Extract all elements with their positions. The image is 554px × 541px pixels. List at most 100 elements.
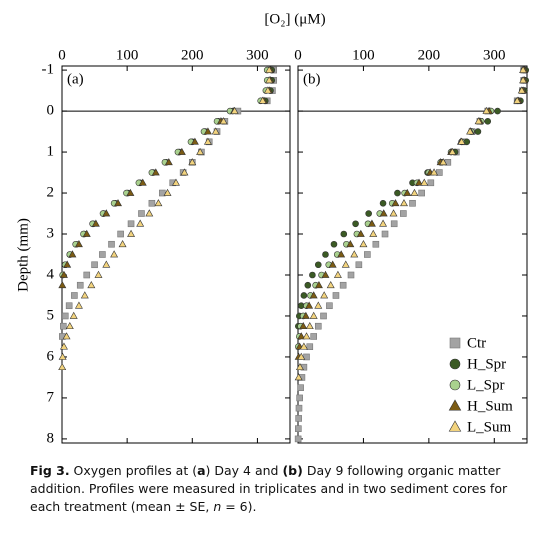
marker-triangle bbox=[80, 291, 89, 299]
marker-triangle bbox=[309, 311, 318, 319]
marker-circle bbox=[300, 292, 308, 299]
marker-triangle bbox=[474, 117, 483, 125]
legend-label: L_Spr bbox=[467, 377, 505, 393]
marker-square bbox=[148, 199, 156, 207]
marker-triangle bbox=[359, 240, 368, 248]
caption-lead: Fig 3. bbox=[30, 463, 70, 478]
marker-square bbox=[326, 302, 333, 310]
marker-circle bbox=[449, 358, 461, 370]
figure: [O₂] (μM) Depth (mm) 0 100 200 300-10123456… bbox=[15, 11, 529, 446]
marker-triangle bbox=[136, 219, 145, 227]
marker-triangle bbox=[430, 168, 439, 176]
marker-triangle bbox=[258, 96, 267, 104]
marker-square bbox=[400, 210, 407, 217]
y-tick-label: 3 bbox=[47, 225, 55, 241]
marker-triangle bbox=[58, 362, 67, 371]
marker-triangle bbox=[164, 158, 173, 166]
marker-triangle bbox=[177, 147, 186, 155]
marker-triangle bbox=[420, 178, 429, 186]
panel-label: (b) bbox=[303, 71, 321, 87]
marker-triangle bbox=[314, 301, 323, 309]
marker-triangle bbox=[180, 168, 189, 176]
marker-circle bbox=[484, 118, 492, 125]
marker-triangle bbox=[69, 311, 78, 319]
marker-triangle bbox=[219, 117, 228, 125]
caption-text: (b) bbox=[282, 463, 303, 478]
marker-triangle bbox=[400, 199, 408, 207]
marker-square bbox=[339, 281, 347, 289]
marker-triangle bbox=[65, 321, 74, 330]
marker-square bbox=[108, 240, 115, 248]
marker-triangle bbox=[513, 96, 522, 104]
marker-triangle bbox=[519, 65, 528, 73]
marker-triangle bbox=[346, 240, 355, 248]
marker-square bbox=[320, 312, 327, 320]
marker-square bbox=[355, 261, 363, 269]
marker-triangle bbox=[74, 240, 83, 248]
marker-triangle bbox=[190, 137, 199, 145]
marker-square bbox=[127, 220, 135, 228]
marker-triangle bbox=[74, 301, 83, 309]
marker-circle bbox=[449, 379, 461, 391]
marker-triangle bbox=[320, 291, 329, 299]
plot-frame bbox=[297, 65, 528, 444]
marker-triangle bbox=[299, 321, 308, 330]
marker-square bbox=[83, 271, 91, 279]
marker-triangle bbox=[391, 199, 400, 207]
caption-text: Oxygen profiles at ( bbox=[69, 463, 198, 478]
marker-triangle bbox=[297, 352, 306, 360]
marker-circle bbox=[322, 251, 329, 258]
marker-triangle bbox=[91, 219, 100, 227]
marker-triangle bbox=[457, 137, 466, 145]
y-tick-label: 1 bbox=[47, 143, 55, 159]
marker-square bbox=[71, 292, 78, 299]
caption-text: = 6). bbox=[221, 499, 257, 514]
marker-triangle bbox=[203, 127, 212, 135]
marker-triangle bbox=[230, 106, 239, 114]
marker-triangle bbox=[305, 321, 314, 330]
marker-triangle bbox=[118, 240, 127, 248]
marker-triangle bbox=[265, 65, 274, 73]
x-tick-label: 300 bbox=[246, 47, 269, 63]
marker-triangle bbox=[196, 147, 205, 155]
marker-square bbox=[390, 220, 398, 228]
caption-text: Day 9 following organic matter addition.… bbox=[30, 463, 508, 514]
marker-triangle bbox=[154, 199, 163, 207]
marker-square bbox=[138, 210, 145, 217]
marker-circle bbox=[379, 199, 387, 207]
marker-triangle bbox=[314, 281, 323, 289]
marker-triangle bbox=[138, 178, 147, 186]
plot-frame bbox=[61, 65, 291, 444]
marker-triangle bbox=[59, 270, 68, 278]
y-axis-label: Depth (mm) bbox=[15, 218, 31, 292]
marker-triangle bbox=[127, 229, 136, 237]
marker-triangle bbox=[517, 86, 526, 94]
y-tick-label: -1 bbox=[42, 62, 55, 78]
marker-triangle bbox=[188, 158, 197, 166]
x-tick-label: 0 bbox=[58, 47, 66, 63]
marker-circle bbox=[340, 230, 348, 238]
marker-square bbox=[65, 302, 73, 310]
marker-triangle bbox=[301, 311, 310, 319]
marker-triangle bbox=[439, 158, 448, 166]
marker-square bbox=[310, 333, 318, 340]
marker-triangle bbox=[448, 420, 462, 432]
marker-square bbox=[332, 292, 340, 299]
marker-circle bbox=[309, 271, 316, 279]
marker-square bbox=[449, 337, 461, 349]
marker-square bbox=[364, 251, 371, 258]
x-tick-label: 300 bbox=[483, 47, 506, 63]
panel-label: (a) bbox=[67, 71, 84, 87]
marker-triangle bbox=[110, 250, 119, 258]
marker-triangle bbox=[62, 332, 71, 340]
marker-square bbox=[295, 425, 302, 432]
marker-triangle bbox=[350, 250, 359, 258]
x-tick-label: 100 bbox=[116, 47, 139, 63]
marker-triangle bbox=[151, 168, 160, 176]
legend-label: L_Sum bbox=[467, 419, 512, 435]
x-axis-label: [O₂] (μM) bbox=[264, 11, 325, 27]
marker-triangle bbox=[296, 362, 304, 371]
caption-text: a bbox=[197, 463, 206, 478]
marker-triangle bbox=[294, 373, 303, 381]
